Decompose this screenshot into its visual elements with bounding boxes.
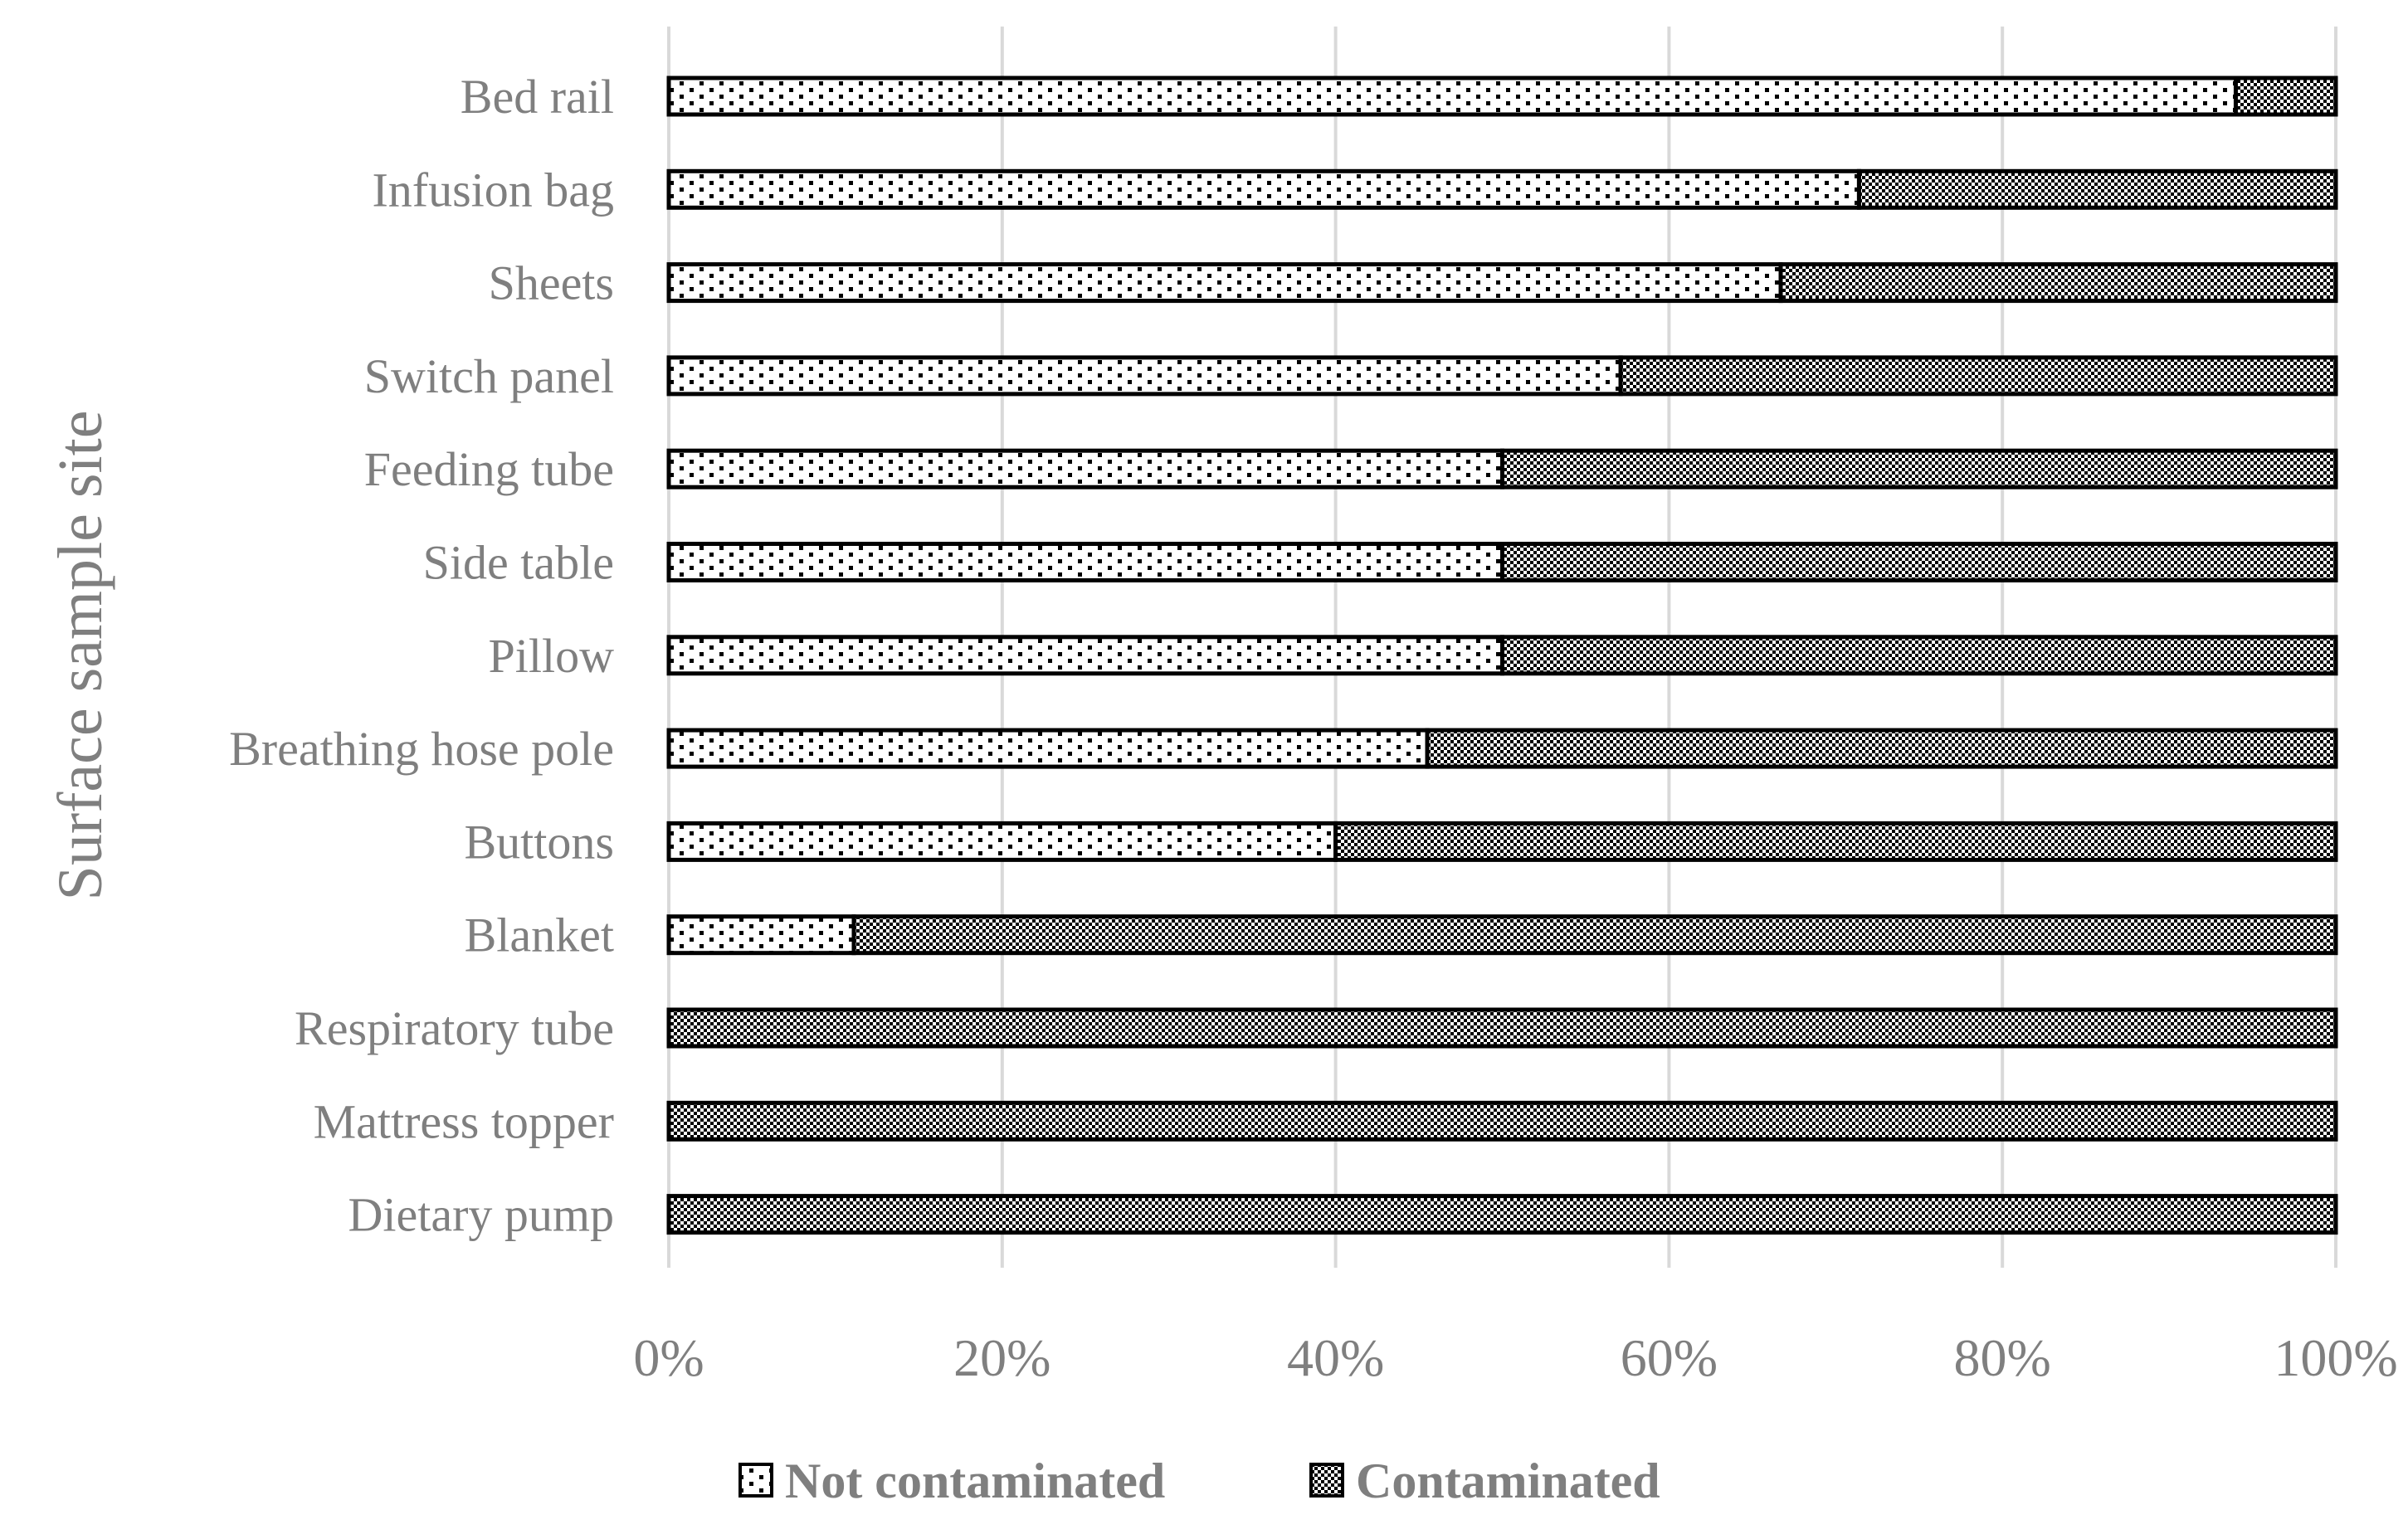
legend: Not contaminated Contaminated xyxy=(738,1454,1660,1508)
legend-swatch-not-contaminated xyxy=(738,1463,773,1498)
category-label-buttons: Buttons xyxy=(465,815,615,869)
bar-infusion-bag-contaminated xyxy=(1856,168,2338,210)
bars xyxy=(666,75,2338,1235)
category-label-respiratory-tube: Respiratory tube xyxy=(295,1001,614,1055)
legend-swatch-contaminated xyxy=(1309,1463,1344,1498)
bar-dietary-pump-contaminated xyxy=(666,1194,2338,1235)
bar-sheets-contaminated xyxy=(1778,262,2338,304)
bar-infusion-bag-not-contaminated xyxy=(666,168,1861,210)
bar-blanket-not-contaminated xyxy=(666,914,856,956)
category-label-feeding-tube: Feeding tube xyxy=(364,442,614,496)
bar-feeding-tube-not-contaminated xyxy=(666,448,1504,489)
x-tick-label: 20% xyxy=(953,1328,1050,1387)
x-tick-label: 100% xyxy=(2274,1328,2397,1387)
bar-bed-rail-contaminated xyxy=(2233,75,2338,117)
bar-side-table-contaminated xyxy=(1500,542,2338,582)
bar-feeding-tube-contaminated xyxy=(1500,448,2338,489)
category-label-sheets: Sheets xyxy=(489,256,614,310)
legend-label-not-contaminated: Not contaminated xyxy=(785,1454,1165,1508)
bar-breathing-hose-pole-not-contaminated xyxy=(666,728,1430,769)
bar-switch-panel-contaminated xyxy=(1618,355,2338,397)
category-labels: Bed rail Infusion bag Sheets Switch panel Fe… xyxy=(229,70,614,1242)
category-label-breathing-hose-pole: Breathing hose pole xyxy=(229,722,614,776)
category-label-bed-rail: Bed rail xyxy=(461,70,614,124)
x-tick-label: 0% xyxy=(633,1328,704,1387)
category-label-blanket: Blanket xyxy=(465,908,614,962)
bar-sheets-not-contaminated xyxy=(666,262,1783,304)
bar-switch-panel-not-contaminated xyxy=(666,355,1623,397)
bar-breathing-hose-pole-contaminated xyxy=(1425,728,2338,769)
category-label-mattress-topper: Mattress topper xyxy=(314,1094,614,1148)
category-label-pillow: Pillow xyxy=(489,629,615,683)
legend-label-contaminated: Contaminated xyxy=(1356,1454,1660,1508)
bar-bed-rail-not-contaminated xyxy=(666,75,2238,117)
x-tick-label: 40% xyxy=(1287,1328,1384,1387)
bar-side-table-not-contaminated xyxy=(666,542,1504,582)
category-label-switch-panel: Switch panel xyxy=(364,349,614,403)
category-label-infusion-bag: Infusion bag xyxy=(372,163,614,217)
x-tick-labels: 0% 20% 40% 60% 80% 100% xyxy=(633,1328,2397,1387)
bar-buttons-contaminated xyxy=(1333,821,2338,862)
bar-pillow-not-contaminated xyxy=(666,635,1504,676)
x-tick-label: 80% xyxy=(1954,1328,2051,1387)
category-label-dietary-pump: Dietary pump xyxy=(348,1188,614,1242)
bar-buttons-not-contaminated xyxy=(666,821,1338,862)
bar-mattress-topper-contaminated xyxy=(666,1100,2338,1142)
category-label-side-table: Side table xyxy=(423,536,614,590)
x-tick-label: 60% xyxy=(1621,1328,1718,1387)
bar-respiratory-tube-contaminated xyxy=(666,1007,2338,1049)
y-axis-title: Surface sample site xyxy=(46,411,115,901)
bar-blanket-contaminated xyxy=(851,914,2338,956)
bar-pillow-contaminated xyxy=(1500,635,2338,676)
